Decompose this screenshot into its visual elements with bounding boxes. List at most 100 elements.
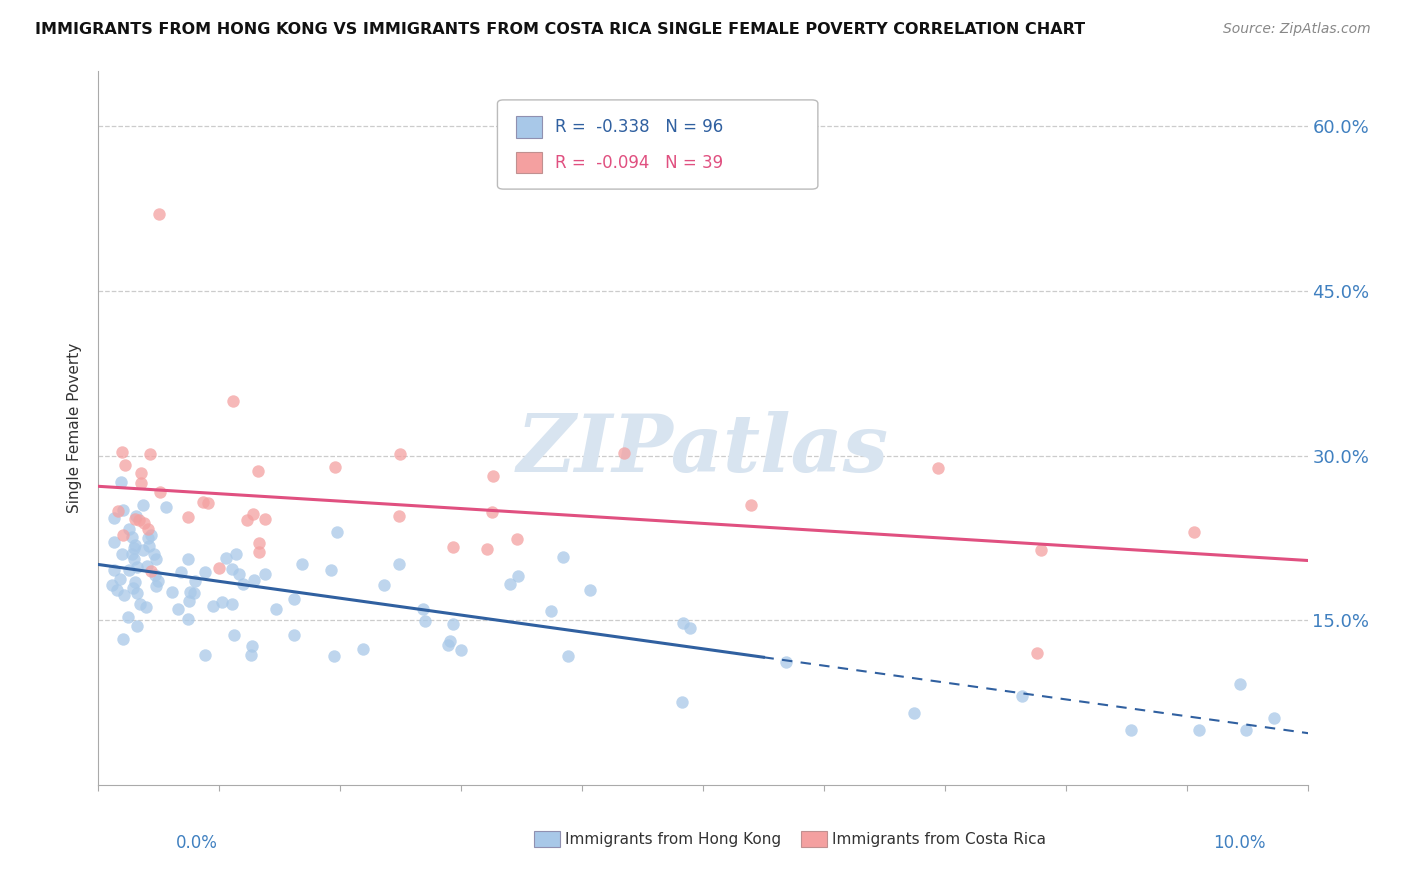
Point <box>121 547 143 561</box>
Point <box>413 614 436 628</box>
Point <box>103 510 125 524</box>
Point <box>117 522 139 536</box>
Point <box>557 649 579 664</box>
Point <box>579 582 602 597</box>
Text: ZIPatlas: ZIPatlas <box>517 411 889 488</box>
Point <box>224 628 246 642</box>
Point <box>111 528 134 542</box>
Point <box>143 568 166 582</box>
Point <box>283 628 305 642</box>
Point <box>194 648 217 662</box>
Point <box>129 466 152 480</box>
Point <box>221 597 243 611</box>
Point <box>1119 723 1142 737</box>
Point <box>678 621 700 635</box>
Point <box>450 643 472 657</box>
Point <box>139 564 162 578</box>
Point <box>254 512 277 526</box>
Point <box>352 642 374 657</box>
Point <box>1234 723 1257 737</box>
Point <box>1011 690 1033 704</box>
Point <box>179 584 201 599</box>
Point <box>1031 543 1053 558</box>
Point <box>201 599 224 613</box>
Point <box>121 530 143 544</box>
Point <box>242 639 264 653</box>
Point <box>177 509 200 524</box>
Point <box>155 500 177 515</box>
Point <box>122 551 145 566</box>
Point <box>125 508 148 523</box>
Point <box>132 516 155 531</box>
Point <box>439 633 461 648</box>
Point <box>103 563 125 577</box>
Point <box>128 513 150 527</box>
Point <box>129 476 152 491</box>
Point <box>1188 723 1211 737</box>
Text: 10.0%: 10.0% <box>1213 834 1265 852</box>
Point <box>232 577 254 591</box>
Point <box>117 610 139 624</box>
Point <box>1263 711 1285 725</box>
Point <box>112 503 135 517</box>
Point <box>475 541 498 556</box>
Point <box>132 543 155 558</box>
Point <box>1184 525 1206 540</box>
Point <box>100 578 122 592</box>
Point <box>441 540 464 554</box>
Point <box>1229 677 1251 691</box>
Point <box>122 541 145 556</box>
Point <box>671 695 693 709</box>
Text: R =  -0.338   N = 96: R = -0.338 N = 96 <box>555 118 724 136</box>
Point <box>388 558 411 572</box>
Point <box>194 565 217 579</box>
Point <box>148 207 170 221</box>
Point <box>111 547 134 561</box>
Point <box>145 579 167 593</box>
Point <box>540 604 562 618</box>
Point <box>122 581 145 595</box>
Point <box>124 512 146 526</box>
Point <box>903 706 925 720</box>
Y-axis label: Single Female Poverty: Single Female Poverty <box>67 343 83 513</box>
Point <box>197 496 219 510</box>
Point <box>373 578 395 592</box>
Point <box>128 597 150 611</box>
Point <box>125 619 148 633</box>
Point <box>222 393 245 408</box>
Point <box>499 576 522 591</box>
Point <box>553 550 575 565</box>
Point <box>508 569 530 583</box>
Point <box>291 557 314 571</box>
Point <box>264 602 287 616</box>
Point <box>211 595 233 609</box>
Point <box>125 586 148 600</box>
Point <box>177 612 200 626</box>
Point <box>139 447 162 461</box>
Point <box>134 600 156 615</box>
Point <box>114 588 136 602</box>
Point <box>167 601 190 615</box>
Point <box>110 573 132 587</box>
Point <box>249 535 271 549</box>
Point <box>111 444 134 458</box>
Point <box>143 547 166 561</box>
Point <box>437 638 460 652</box>
Point <box>242 507 264 521</box>
Point <box>323 459 346 474</box>
Point <box>254 567 277 582</box>
Point <box>672 615 695 630</box>
Point <box>107 504 129 518</box>
Point <box>135 558 157 573</box>
Point <box>283 592 305 607</box>
Point <box>246 464 269 478</box>
Point <box>613 445 636 459</box>
Point <box>146 574 169 588</box>
Point <box>124 538 146 552</box>
Point <box>1026 646 1049 660</box>
Point <box>138 522 160 536</box>
Point <box>139 528 162 542</box>
Point <box>118 563 141 577</box>
Point <box>321 563 343 577</box>
Point <box>228 566 250 581</box>
